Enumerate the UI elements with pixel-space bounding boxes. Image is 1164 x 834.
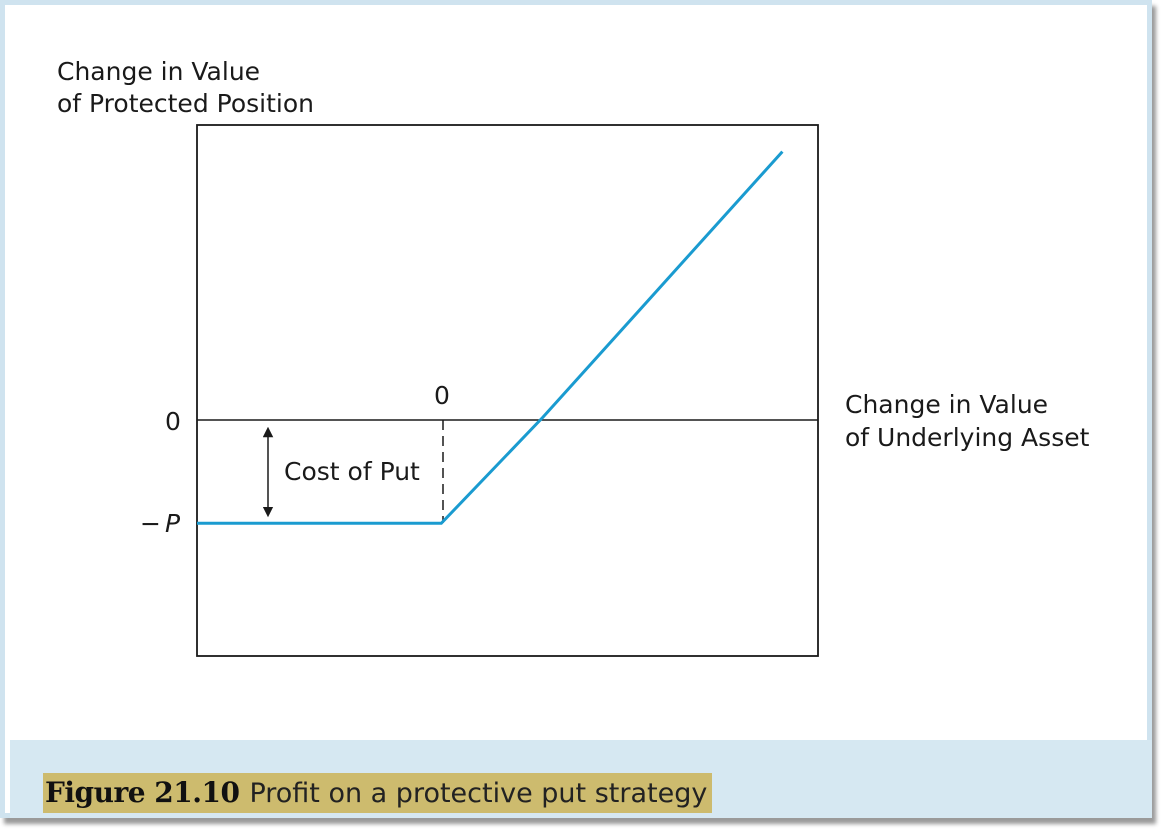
- caption-band: Figure 21.10 Profit on a protective put s…: [10, 740, 1152, 818]
- figure-title: Profit on a protective put strategy: [249, 778, 708, 809]
- x-axis-label-line2: of Underlying Asset: [845, 423, 1090, 452]
- plot-area: [196, 124, 819, 657]
- cost-of-put-label: Cost of Put: [284, 457, 420, 486]
- x-zero-tick-label: 0: [434, 381, 450, 410]
- figure-number: Figure 21.10: [45, 776, 240, 809]
- y-axis-label-line1: Change in Value: [57, 57, 260, 86]
- payoff-line: [197, 150, 784, 525]
- x-axis-label-line1: Change in Value: [845, 390, 1048, 419]
- y-zero-tick-label: 0: [165, 407, 181, 436]
- y-minus-p-tick-label: − P: [140, 509, 181, 538]
- minus-sign: −: [140, 509, 161, 538]
- y-axis-label-line2: of Protected Position: [57, 89, 314, 118]
- figure-caption: Figure 21.10 Profit on a protective put s…: [43, 773, 713, 813]
- p-variable: P: [165, 509, 181, 538]
